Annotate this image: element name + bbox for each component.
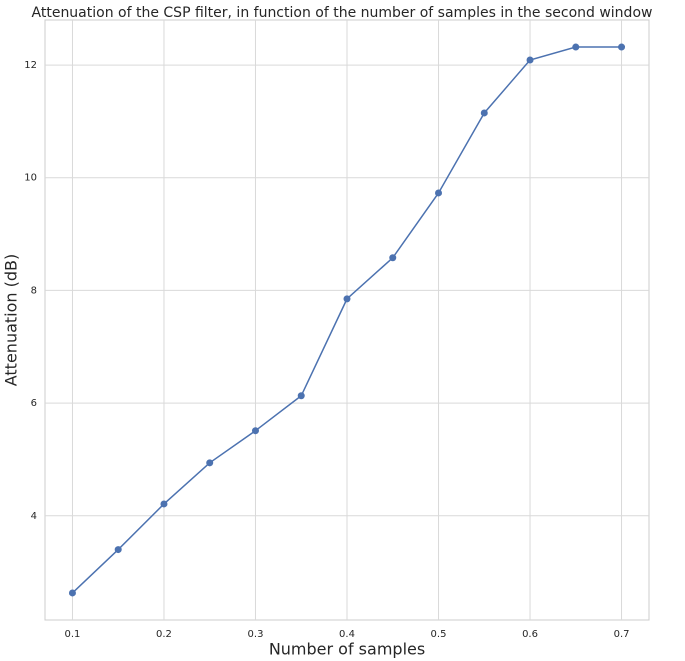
y-tick-label: 4 [31,511,37,522]
point [297,392,305,400]
point [206,459,214,467]
point [435,189,443,197]
point [618,43,626,51]
x-tick-label: 0.7 [614,629,630,640]
y-tick-label: 12 [24,60,37,71]
x-tick-label: 0.1 [65,629,81,640]
chart-title: Attenuation of the CSP filter, in functi… [32,5,653,21]
y-tick-label: 8 [31,285,37,296]
point [251,427,259,435]
x-tick-label: 0.2 [156,629,172,640]
point [480,109,488,117]
point [526,56,534,64]
y-tick-label: 6 [31,398,37,409]
point [572,43,580,51]
x-tick-label: 0.4 [339,629,355,640]
point [160,500,168,508]
x-tick-label: 0.6 [522,629,538,640]
point [389,254,397,262]
point [68,589,76,597]
point [114,546,122,554]
point [343,295,351,303]
x-tick-label: 0.5 [431,629,447,640]
x-axis-label: Number of samples [269,640,425,659]
x-tick-label: 0.3 [248,629,264,640]
y-tick-label: 10 [24,173,37,184]
y-axis-label: Attenuation (dB) [2,254,21,387]
